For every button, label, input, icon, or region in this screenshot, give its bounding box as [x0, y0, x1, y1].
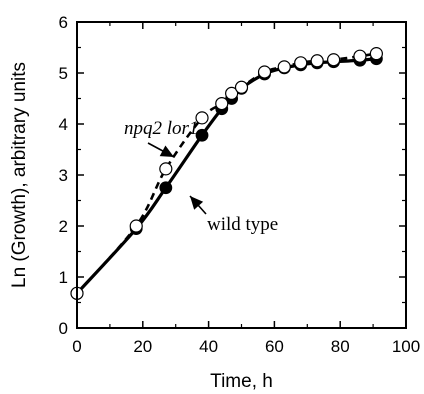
data-point-npq2-lor1	[310, 54, 324, 68]
x-tick-label: 60	[265, 337, 284, 356]
y-tick-label: 5	[59, 64, 68, 83]
y-tick-label: 2	[59, 217, 68, 236]
annotation-arrow-npq2	[147, 142, 175, 158]
x-tick-label: 20	[133, 337, 152, 356]
x-tick-label: 80	[331, 337, 350, 356]
data-point-npq2-lor1	[195, 111, 209, 125]
data-point-npq2-lor1	[294, 56, 308, 70]
data-point-npq2-lor1	[353, 49, 367, 63]
y-tick-label: 3	[59, 166, 68, 185]
x-tick-label: 100	[392, 337, 420, 356]
x-tick-label: 40	[199, 337, 218, 356]
data-point-npq2-lor1	[215, 96, 229, 111]
data-point-npq2-lor1	[159, 162, 173, 176]
data-point-wild-type	[159, 181, 173, 195]
data-point-npq2-lor1	[257, 65, 272, 79]
annotation-arrow-wild-type	[189, 195, 207, 215]
x-axis-title: Time, h	[210, 371, 273, 392]
y-tick-label: 1	[59, 268, 68, 287]
data-point-npq2-lor1	[129, 219, 143, 233]
tick-labels: 0 20 40 60 80 100 0 1 2 3 4 5 6	[59, 13, 421, 356]
annotation-wild-type: wild type	[207, 214, 278, 235]
data-point-npq2-lor1	[277, 60, 291, 74]
y-axis-title: Ln (Growth), arbitrary units	[9, 62, 30, 288]
data-point-npq2-lor1	[327, 53, 341, 67]
axis-ticks	[76, 21, 407, 329]
data-point-npq2-lor1	[369, 47, 383, 61]
x-tick-label: 0	[72, 337, 81, 356]
annotation-npq2-lor1: npq2 lor1	[124, 118, 198, 139]
series-points	[70, 47, 383, 300]
plot-frame	[76, 21, 407, 329]
y-tick-label: 0	[59, 319, 68, 338]
data-point-wild-type	[195, 128, 209, 142]
data-point-npq2-lor1	[225, 86, 239, 101]
y-tick-label: 4	[59, 115, 68, 134]
y-tick-label: 6	[59, 13, 68, 32]
data-point-npq2-lor1	[234, 80, 249, 94]
